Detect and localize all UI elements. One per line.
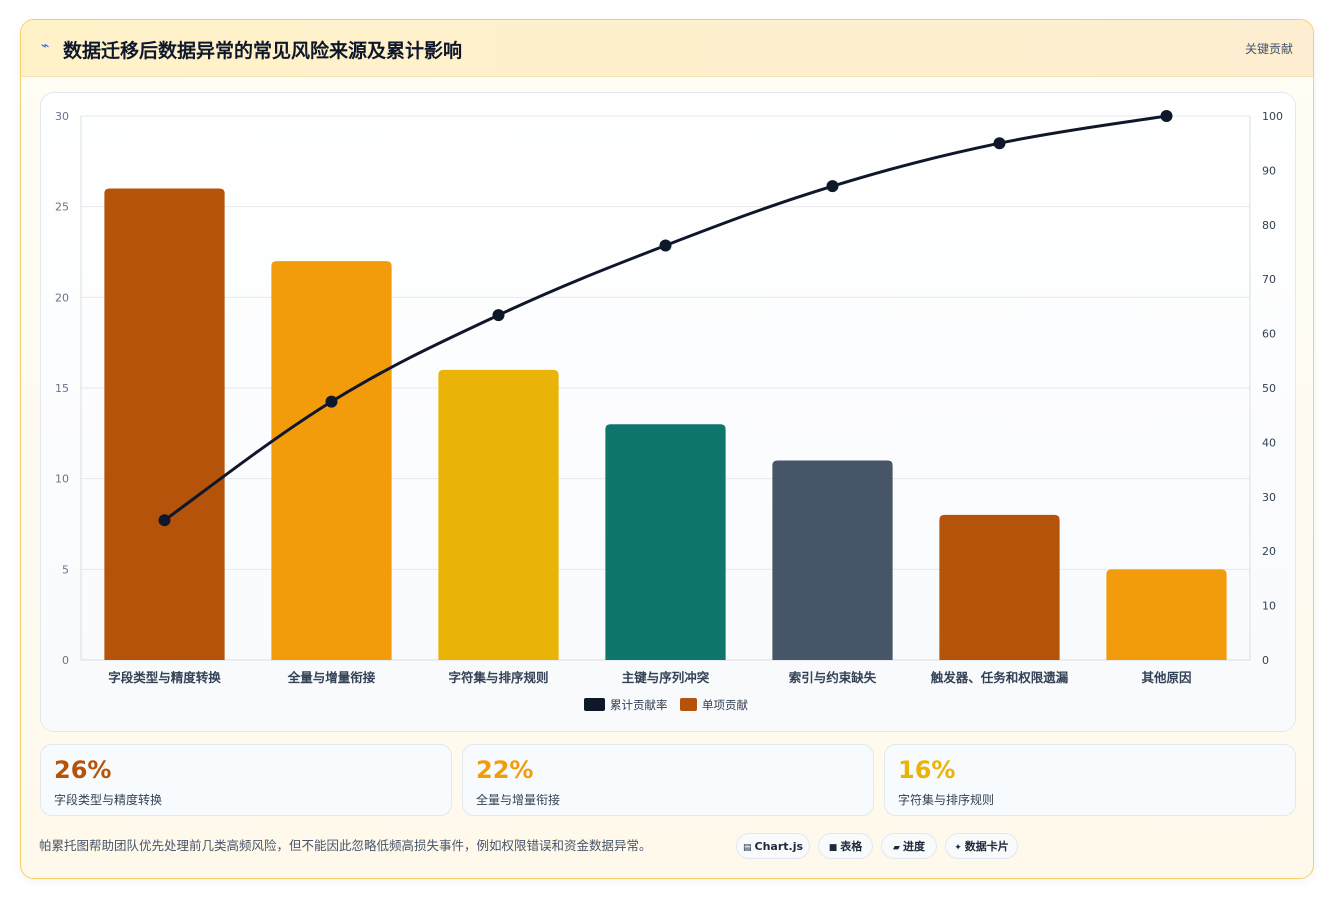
cumulative-point bbox=[993, 137, 1006, 150]
y-tick-label: 30 bbox=[55, 110, 69, 123]
x-tick-label: 索引与约束缺失 bbox=[789, 670, 877, 685]
bar bbox=[271, 261, 392, 660]
y2-tick-label: 70 bbox=[1262, 273, 1276, 286]
y2-tick-label: 90 bbox=[1262, 164, 1276, 177]
chip-chartjs[interactable]: ▤ Chart.js bbox=[736, 833, 810, 859]
footer-note: 帕累托图帮助团队优先处理前几类高频风险，但不能因此忽略低频高损失事件，例如权限错… bbox=[39, 838, 652, 853]
cumulative-point bbox=[826, 180, 839, 193]
x-tick-label: 字段类型与精度转换 bbox=[108, 670, 221, 685]
table-icon: ■ bbox=[828, 843, 838, 853]
pareto-chart-panel: 0 5 10 15 20 25 30 0 10 20 30 40 50 60 70 80 90 100 字段类型与精… bbox=[40, 92, 1296, 732]
y-tick-label: 20 bbox=[55, 291, 69, 304]
sparkle-icon: ✦ bbox=[954, 843, 962, 853]
chip-table[interactable]: ■ 表格 bbox=[818, 833, 873, 859]
page-title: 数据迁移后数据异常的常见风险来源及累计影响 bbox=[63, 40, 463, 62]
y-tick-label: 15 bbox=[55, 382, 69, 395]
chip-label: 数据卡片 bbox=[964, 840, 1009, 853]
y2-tick-label: 50 bbox=[1262, 382, 1276, 395]
bar bbox=[438, 369, 559, 660]
stat-value: 26% bbox=[54, 756, 112, 784]
chip-progress[interactable]: ▰ 进度 bbox=[881, 833, 937, 859]
legend-swatch bbox=[680, 698, 697, 711]
legend-label: 累计贡献率 bbox=[610, 698, 668, 712]
y2-tick-label: 80 bbox=[1262, 219, 1276, 232]
y2-tick-label: 10 bbox=[1262, 600, 1276, 613]
y2-tick-label: 0 bbox=[1262, 654, 1269, 667]
chip-label: 表格 bbox=[840, 840, 863, 853]
chip-label: 进度 bbox=[902, 840, 925, 853]
stat-label: 全量与增量衔接 bbox=[476, 793, 561, 807]
stat-label: 字符集与排序规则 bbox=[898, 793, 995, 807]
cumulative-point bbox=[158, 514, 171, 527]
cumulative-point bbox=[325, 395, 338, 408]
cumulative-point bbox=[1160, 110, 1173, 122]
y-tick-label: 0 bbox=[62, 654, 69, 667]
stat-value: 22% bbox=[476, 756, 534, 784]
y2-tick-label: 60 bbox=[1262, 328, 1276, 341]
stat-card-3: 16% 字符集与排序规则 bbox=[884, 744, 1296, 816]
chip-label: Chart.js bbox=[754, 840, 804, 853]
report-card: ⌁ 数据迁移后数据异常的常见风险来源及累计影响 关键贡献 0 5 10 15 20 25 3… bbox=[20, 19, 1314, 879]
stat-card-1: 26% 字段类型与精度转换 bbox=[40, 744, 452, 816]
y-tick-label: 10 bbox=[55, 473, 69, 486]
progress-icon: ▰ bbox=[893, 843, 900, 853]
y-tick-label: 5 bbox=[62, 563, 69, 576]
y2-tick-label: 100 bbox=[1262, 110, 1283, 123]
bar bbox=[605, 424, 726, 660]
y-tick-label: 25 bbox=[55, 201, 69, 214]
chart-icon: ▤ bbox=[742, 843, 752, 853]
bar bbox=[939, 514, 1060, 660]
y2-tick-label: 20 bbox=[1262, 545, 1276, 558]
legend-swatch bbox=[584, 698, 605, 711]
y2-tick-label: 40 bbox=[1262, 436, 1276, 449]
x-tick-label: 全量与增量衔接 bbox=[287, 670, 376, 685]
stat-label: 字段类型与精度转换 bbox=[54, 793, 163, 807]
x-tick-label: 其他原因 bbox=[1141, 670, 1191, 685]
card-header: ⌁ 数据迁移后数据异常的常见风险来源及累计影响 关键贡献 bbox=[21, 20, 1313, 77]
bar bbox=[104, 188, 225, 660]
cumulative-point bbox=[659, 239, 672, 252]
pareto-chart: 0 5 10 15 20 25 30 0 10 20 30 40 50 60 70 80 90 100 字段类型与精… bbox=[55, 110, 1283, 712]
x-tick-label: 触发器、任务和权限遗漏 bbox=[930, 670, 1069, 685]
key-contribution-badge: 关键贡献 bbox=[1244, 42, 1293, 56]
x-tick-label: 字符集与排序规则 bbox=[448, 670, 548, 685]
bar bbox=[772, 460, 893, 660]
stat-value: 16% bbox=[898, 756, 956, 784]
y2-tick-label: 30 bbox=[1262, 491, 1276, 504]
chip-data-card[interactable]: ✦ 数据卡片 bbox=[945, 833, 1018, 859]
lightning-icon: ⌁ bbox=[41, 38, 50, 54]
cumulative-point bbox=[492, 309, 505, 322]
legend-label: 单项贡献 bbox=[702, 698, 748, 712]
x-tick-label: 主键与序列冲突 bbox=[622, 670, 710, 685]
bar bbox=[1106, 569, 1227, 660]
stat-card-2: 22% 全量与增量衔接 bbox=[462, 744, 874, 816]
